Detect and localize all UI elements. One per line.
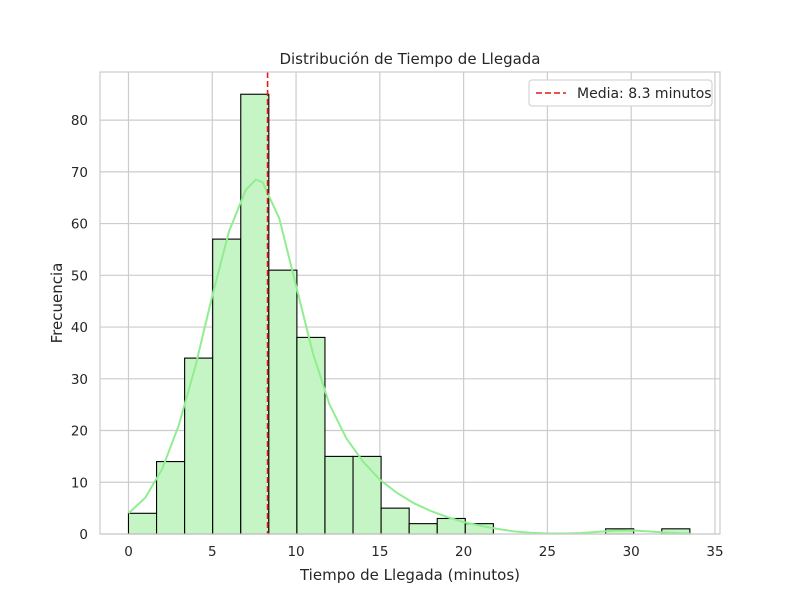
y-tick-label: 40 — [71, 320, 88, 336]
y-tick-label: 80 — [71, 113, 88, 129]
y-tick-label: 20 — [71, 424, 88, 440]
y-tick-label: 60 — [71, 217, 88, 233]
y-tick-label: 0 — [79, 527, 88, 543]
plot-frame — [99, 71, 721, 535]
legend-mean-label: Media: 8.3 minutos — [577, 86, 712, 102]
histogram-bar — [212, 238, 242, 535]
chart-title: Distribución de Tiempo de Llegada — [279, 50, 540, 68]
x-tick-label: 20 — [455, 544, 472, 560]
y-tick-labels: 0 10 20 30 40 50 60 70 80 — [71, 113, 88, 543]
histogram-bar — [296, 336, 326, 535]
histogram-bar — [324, 455, 354, 535]
histogram-bar — [127, 512, 158, 535]
x-tick-labels: 0 5 10 15 20 25 30 35 — [124, 544, 723, 560]
histogram-bar — [184, 357, 214, 535]
x-axis-title: Tiempo de Llegada (minutos) — [299, 566, 520, 584]
y-tick-label: 30 — [71, 372, 88, 388]
x-tick-label: 25 — [539, 544, 556, 560]
histogram-bar — [240, 93, 270, 535]
y-tick-label: 10 — [71, 475, 88, 491]
x-tick-label: 35 — [706, 544, 723, 560]
legend-box — [528, 79, 713, 107]
histogram-bar — [408, 523, 438, 535]
y-tick-label: 70 — [71, 165, 88, 181]
y-axis-title: Frecuencia — [48, 263, 66, 344]
x-tick-label: 10 — [287, 544, 304, 560]
y-tick-label: 50 — [71, 268, 88, 284]
legend: Media: 8.3 minutos — [528, 79, 713, 107]
histogram-bars — [127, 93, 691, 535]
x-tick-label: 30 — [623, 544, 640, 560]
histogram-bar — [156, 461, 186, 535]
x-tick-label: 0 — [124, 544, 133, 560]
kde-curve — [127, 178, 690, 535]
x-tick-label: 5 — [208, 544, 217, 560]
histogram-bar — [352, 455, 382, 535]
x-tick-label: 15 — [371, 544, 388, 560]
histogram-bar — [268, 269, 298, 535]
histogram-bar — [380, 507, 410, 535]
